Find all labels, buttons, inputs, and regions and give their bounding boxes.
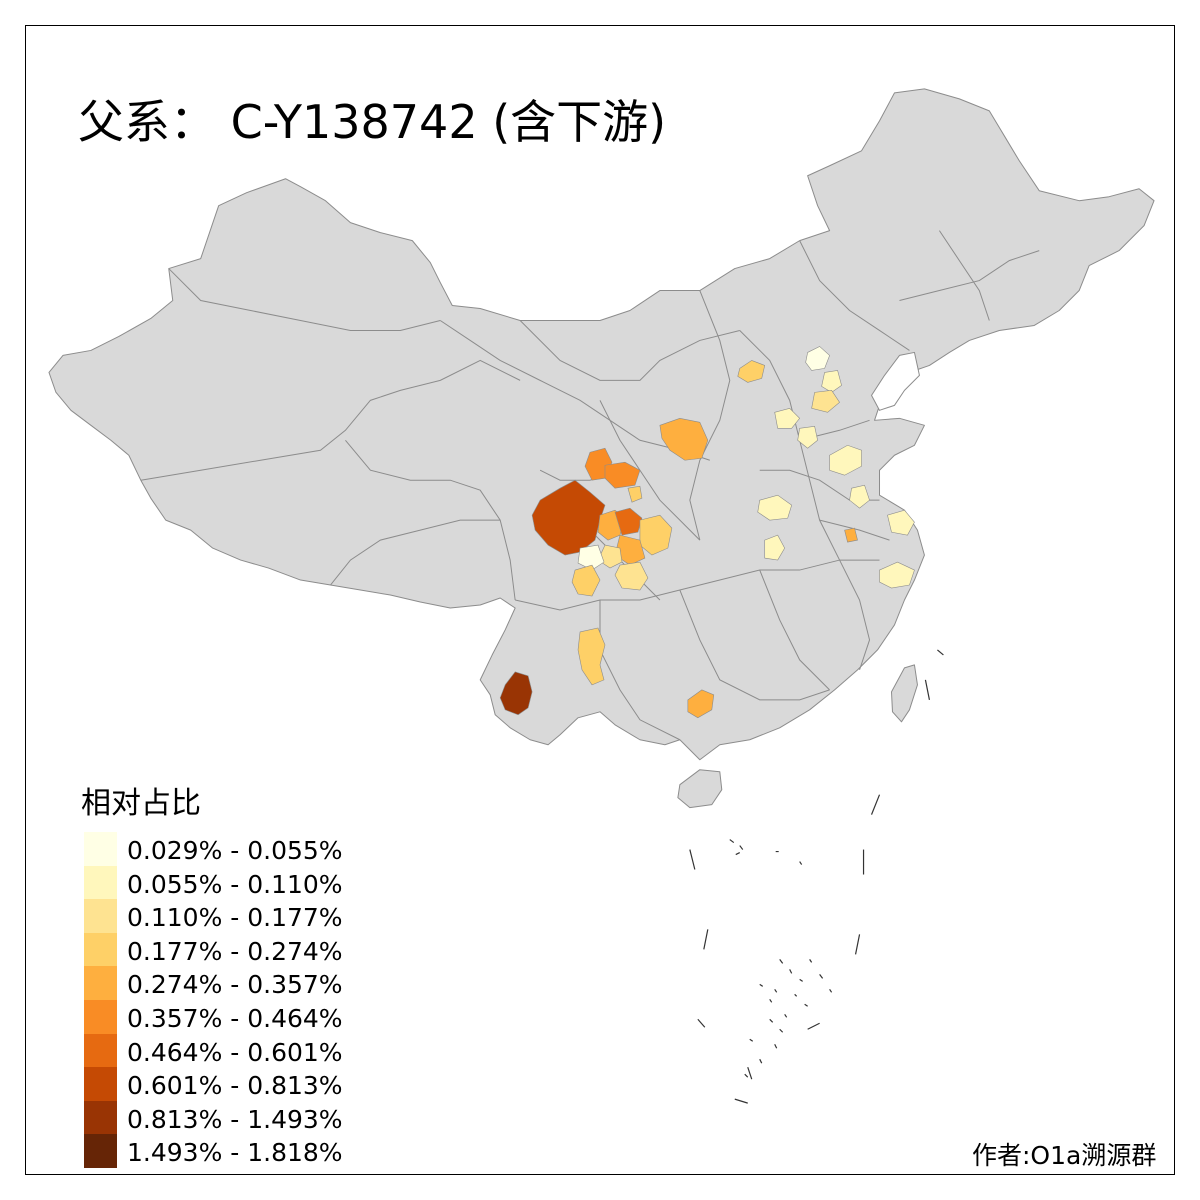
legend-label: 0.813% - 1.493% (127, 1104, 343, 1134)
legend-swatch (84, 1100, 117, 1135)
legend-label: 0.055% - 0.110% (127, 869, 343, 899)
region-yunnan-south (499, 671, 533, 716)
region-sichuan-light (577, 544, 605, 571)
region-sichuan-south (571, 564, 601, 597)
legend-label: 0.464% - 0.601% (127, 1037, 343, 1067)
legend-swatch (84, 999, 117, 1034)
legend-label: 0.110% - 0.177% (127, 903, 343, 933)
legend-swatch (84, 1134, 117, 1168)
region-beijing (805, 346, 830, 371)
legend-swatch (84, 832, 117, 866)
region-henan (757, 494, 793, 521)
region-shandong (829, 444, 862, 476)
legend-swatch (84, 1067, 117, 1101)
legend-label: 1.493% - 1.818% (127, 1138, 343, 1168)
legend-label: 0.357% - 0.464% (127, 1003, 343, 1033)
legend-label: 0.274% - 0.357% (127, 970, 343, 1000)
author-credit: 作者:O1a溯源群 (972, 1141, 1157, 1170)
region-gansu-south-2 (604, 461, 641, 489)
legend-swatch (84, 899, 117, 933)
region-chongqing (614, 561, 649, 591)
region-hebei-2 (774, 408, 801, 429)
land-base (48, 88, 1155, 809)
region-shanxi-north (737, 360, 766, 383)
region-anhui-2 (844, 527, 858, 543)
region-gansu-3 (627, 485, 643, 503)
region-jiangsu (887, 509, 915, 536)
legend-label: 0.029% - 0.055% (127, 836, 343, 865)
bohai-sea (871, 351, 920, 411)
colored-regions (499, 346, 915, 719)
map-title: 父系： C-Y138742 (含下游) (78, 95, 667, 149)
region-anhui-1 (849, 484, 870, 509)
region-guangxi (687, 689, 715, 719)
legend-title: 相对占比 (81, 786, 201, 821)
legend-swatch (84, 865, 117, 900)
region-hebei-3 (797, 425, 818, 449)
region-hubei (764, 534, 786, 561)
taiwan-island (890, 664, 918, 723)
region-sichuan-west (531, 479, 606, 556)
region-tianjin (821, 370, 842, 393)
legend-swatch (84, 966, 117, 1000)
china-map (48, 88, 1155, 1104)
hainan-island (677, 769, 723, 809)
region-hebei-1 (811, 390, 840, 413)
map-frame: 父系： C-Y138742 (含下游) 相对占比 0.029% - 0.055%… (25, 25, 1175, 1175)
legend-swatch (84, 1033, 117, 1068)
region-zhejiang (879, 561, 915, 589)
legend-label: 0.601% - 0.813% (127, 1071, 343, 1101)
legend-swatch (84, 932, 117, 967)
south-sea-islands (689, 649, 944, 1104)
region-shaanxi-north (659, 418, 709, 461)
legend-label: 0.177% - 0.274% (127, 936, 343, 966)
region-guizhou (577, 627, 606, 686)
